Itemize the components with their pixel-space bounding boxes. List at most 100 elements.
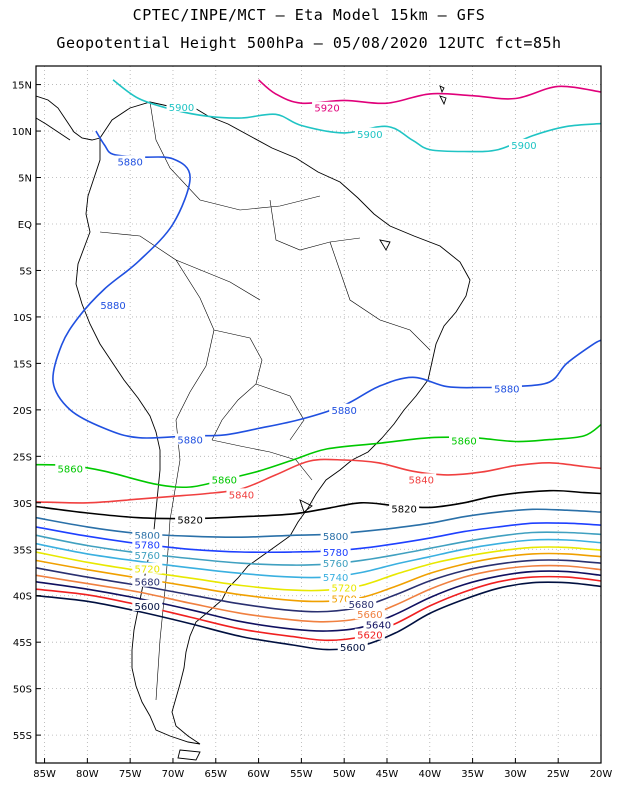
lat-label: 5S <box>19 266 32 277</box>
contour-label-bg <box>98 298 129 310</box>
contour-5820 <box>36 489 601 520</box>
contour-label-5700: 5700 <box>331 594 356 605</box>
lat-label: 25S <box>13 452 32 463</box>
contour-label-bg <box>337 640 368 652</box>
contour-label-5840: 5840 <box>229 490 254 501</box>
contour-5920 <box>258 79 601 105</box>
latitude-labels: 15N 10N 5N EQ 5S 10S 15S 20S 25S 30S 35S 40S 45S 50S 5… <box>12 81 41 742</box>
lon-label: 75W <box>119 769 142 780</box>
lat-label: 50S <box>13 685 32 696</box>
contour-label-bg <box>175 513 206 525</box>
contour-label-5820: 5820 <box>391 504 416 515</box>
contour-label-bg <box>363 618 394 630</box>
contour-label-5640: 5640 <box>366 620 391 631</box>
contour-label-5660: 5660 <box>357 610 382 621</box>
contour-label-5760: 5760 <box>135 551 160 562</box>
lat-label: 10S <box>13 313 32 324</box>
contour-label-bg <box>346 598 377 610</box>
contour-label-5600: 5600 <box>340 643 365 654</box>
contour-5880 <box>52 130 601 439</box>
lat-label: 10N <box>12 127 32 138</box>
contour-label-bg <box>354 628 385 640</box>
map-frame <box>35 65 602 764</box>
contour-label-bg <box>55 462 86 474</box>
lon-label: 80W <box>76 769 99 780</box>
lon-label: 55W <box>290 769 313 780</box>
title-line-2: Geopotential Height 500hPa – 05/08/2020 … <box>56 34 562 52</box>
contour-label-5880: 5880 <box>494 384 519 395</box>
contour-label-5900: 5900 <box>511 141 536 152</box>
contour-label-5860: 5860 <box>451 436 476 447</box>
lon-label: 20W <box>590 769 613 780</box>
lat-label: 20S <box>13 406 32 417</box>
contour-label-5880: 5880 <box>117 158 142 169</box>
lon-label: 70W <box>162 769 185 780</box>
contour-label-5880: 5880 <box>100 301 125 312</box>
contour-label-5900: 5900 <box>357 130 382 141</box>
contour-label-5880: 5880 <box>177 436 202 447</box>
contour-5860 <box>36 424 601 489</box>
contour-label-bg <box>329 403 360 415</box>
contour-label-bg <box>132 599 163 611</box>
contour-label-bg <box>354 608 385 620</box>
contour-label-bg <box>175 433 206 445</box>
south-america-coast <box>75 101 471 745</box>
contour-5740 <box>36 538 601 579</box>
contour-label-5880: 5880 <box>331 406 356 417</box>
contour-label-5680: 5680 <box>135 578 160 589</box>
contour-label-5600: 5600 <box>135 602 160 613</box>
lon-label: 40W <box>418 769 441 780</box>
contour-label-5760: 5760 <box>323 559 348 570</box>
contour-label-bg <box>329 581 360 593</box>
islands <box>177 85 447 761</box>
longitude-labels: 85W 80W 75W 70W 65W 60W 55W 50W 45W 40W 35W 30W 25W 2… <box>33 758 612 780</box>
contour-label-5780: 5780 <box>323 548 348 559</box>
contour-label-bg <box>320 571 351 583</box>
contour-label-bg <box>320 545 351 557</box>
contour-label-bg <box>209 473 240 485</box>
contour-5840 <box>36 458 601 504</box>
contour-labels: 5920590059005900588058805880588058805880… <box>55 100 539 654</box>
contour-label-5800: 5800 <box>323 532 348 543</box>
contour-5780 <box>36 522 601 554</box>
coastline <box>36 85 471 761</box>
contour-label-5780: 5780 <box>135 541 160 552</box>
contour-label-5740: 5740 <box>323 573 348 584</box>
lat-label: 5N <box>18 174 32 185</box>
contour-label-bg <box>132 548 163 560</box>
contour-label-5900: 5900 <box>169 103 194 114</box>
central-america-coast <box>36 95 101 141</box>
contour-label-5840: 5840 <box>409 475 434 486</box>
contour-5800 <box>36 508 601 539</box>
lat-label: 55S <box>13 731 32 742</box>
lon-label: 35W <box>461 769 484 780</box>
contour-label-bg <box>449 434 480 446</box>
contour-label-5680: 5680 <box>349 600 374 611</box>
contour-label-bg <box>132 575 163 587</box>
lon-label: 65W <box>204 769 227 780</box>
contour-label-bg <box>320 530 351 542</box>
lat-label: 15S <box>13 359 32 370</box>
contour-label-5720: 5720 <box>331 583 356 594</box>
contour-label-bg <box>354 127 385 139</box>
contour-label-bg <box>312 101 343 113</box>
contour-label-bg <box>320 557 351 569</box>
contour-label-bg <box>389 502 420 514</box>
lat-label: 15N <box>12 81 32 92</box>
contour-label-5860: 5860 <box>58 464 83 475</box>
contour-label-bg <box>166 100 197 112</box>
contour-label-bg <box>406 473 437 485</box>
contour-label-bg <box>508 138 539 150</box>
lon-label: 30W <box>504 769 527 780</box>
contour-label-5800: 5800 <box>135 531 160 542</box>
contour-label-5920: 5920 <box>314 104 339 115</box>
contour-label-bg <box>115 155 146 167</box>
title-line-1: CPTEC/INPE/MCT – Eta Model 15km – GFS <box>132 6 486 24</box>
lat-label: 30S <box>13 499 32 510</box>
contour-label-bg <box>132 538 163 550</box>
contour-label-5720: 5720 <box>135 565 160 576</box>
lat-label: 40S <box>13 592 32 603</box>
contour-label-bg <box>132 529 163 541</box>
country-borders <box>99 101 431 701</box>
